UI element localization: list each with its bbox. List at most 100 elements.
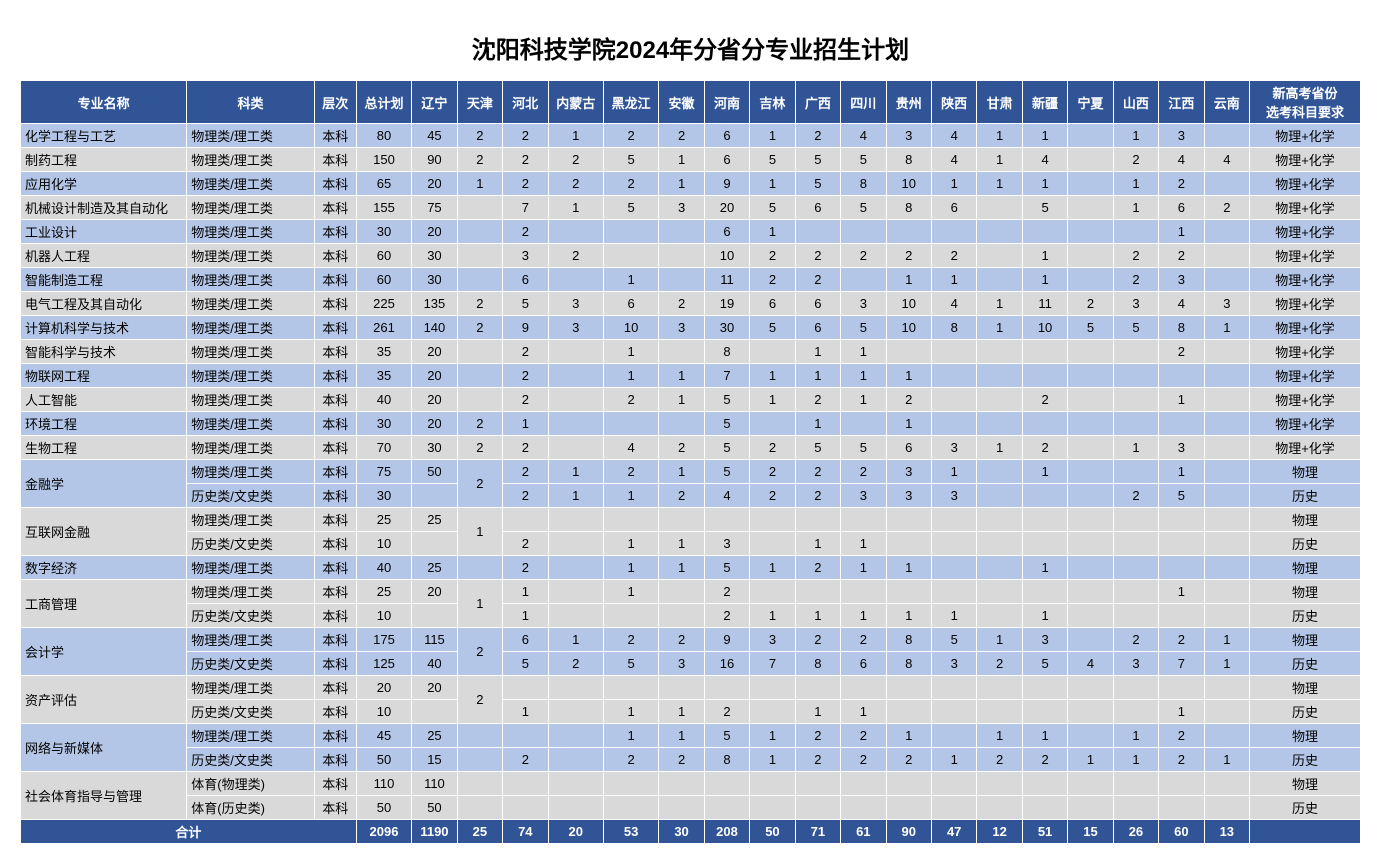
value-cell: 1 — [1159, 220, 1204, 244]
value-cell — [1204, 244, 1249, 268]
value-cell: 20 — [412, 676, 457, 700]
value-cell — [886, 580, 931, 604]
value-cell: 1 — [750, 604, 795, 628]
table-row: 机器人工程物理类/理工类本科6030321022222122物理+化学 — [21, 244, 1361, 268]
value-cell: 6 — [704, 124, 749, 148]
plan-cell: 50 — [356, 748, 411, 772]
value-cell — [412, 700, 457, 724]
value-cell: 1 — [659, 364, 704, 388]
value-cell — [977, 676, 1022, 700]
value-cell: 4 — [931, 292, 976, 316]
table-row: 历史类/文史类本科30211242233325历史 — [21, 484, 1361, 508]
value-cell: 3 — [659, 652, 704, 676]
value-cell — [977, 556, 1022, 580]
major-cell: 智能制造工程 — [21, 268, 187, 292]
value-cell — [931, 388, 976, 412]
value-cell: 6 — [886, 436, 931, 460]
value-cell: 1 — [1022, 268, 1067, 292]
value-cell — [1204, 124, 1249, 148]
value-cell: 1 — [1113, 172, 1158, 196]
value-cell — [1068, 628, 1113, 652]
requirement-cell: 历史 — [1250, 748, 1361, 772]
major-cell: 智能科学与技术 — [21, 340, 187, 364]
table-row: 历史类/文史类本科5015222812221221121历史 — [21, 748, 1361, 772]
value-cell: 2 — [503, 340, 548, 364]
value-cell — [977, 484, 1022, 508]
value-cell — [1022, 412, 1067, 436]
value-cell: 6 — [795, 316, 840, 340]
value-cell: 20 — [412, 220, 457, 244]
value-cell: 25 — [412, 508, 457, 532]
value-cell: 1 — [548, 460, 603, 484]
value-cell — [548, 508, 603, 532]
plan-cell: 70 — [356, 436, 411, 460]
value-cell: 7 — [704, 364, 749, 388]
level-cell: 本科 — [314, 340, 356, 364]
category-cell: 历史类/文史类 — [187, 652, 314, 676]
value-cell — [1068, 700, 1113, 724]
value-cell — [548, 388, 603, 412]
major-cell: 金融学 — [21, 460, 187, 508]
plan-cell: 175 — [356, 628, 411, 652]
plan-cell: 65 — [356, 172, 411, 196]
value-cell: 5 — [750, 316, 795, 340]
value-cell — [750, 412, 795, 436]
plan-cell: 110 — [356, 772, 411, 796]
major-cell: 电气工程及其自动化 — [21, 292, 187, 316]
value-cell: 3 — [704, 532, 749, 556]
value-cell: 1 — [548, 628, 603, 652]
value-cell: 8 — [795, 652, 840, 676]
value-cell: 5 — [795, 436, 840, 460]
value-cell: 1 — [1159, 388, 1204, 412]
table-row: 会计学物理类/理工类本科1751152612293228513221物理 — [21, 628, 1361, 652]
value-cell — [1068, 508, 1113, 532]
value-cell: 3 — [1159, 124, 1204, 148]
value-cell: 1 — [457, 172, 502, 196]
value-cell — [886, 676, 931, 700]
value-cell: 1 — [750, 748, 795, 772]
value-cell: 6 — [603, 292, 658, 316]
requirement-cell: 物理 — [1250, 676, 1361, 700]
total-cell: 71 — [795, 820, 840, 844]
value-cell: 3 — [1204, 292, 1249, 316]
requirement-cell: 历史 — [1250, 484, 1361, 508]
value-cell: 20 — [412, 412, 457, 436]
value-cell: 6 — [795, 292, 840, 316]
plan-cell: 10 — [356, 532, 411, 556]
value-cell — [659, 796, 704, 820]
level-cell: 本科 — [314, 604, 356, 628]
total-cell: 51 — [1022, 820, 1067, 844]
value-cell: 5 — [795, 172, 840, 196]
category-cell: 历史类/文史类 — [187, 700, 314, 724]
value-cell — [750, 700, 795, 724]
value-cell: 11 — [1022, 292, 1067, 316]
value-cell — [931, 772, 976, 796]
plan-cell: 10 — [356, 700, 411, 724]
value-cell — [1204, 532, 1249, 556]
value-cell: 2 — [548, 244, 603, 268]
value-cell: 1 — [503, 604, 548, 628]
value-cell: 1 — [1204, 316, 1249, 340]
table-row: 应用化学物理类/理工类本科65201222191581011112物理+化学 — [21, 172, 1361, 196]
col-header: 天津 — [457, 81, 502, 124]
major-cell: 计算机科学与技术 — [21, 316, 187, 340]
value-cell — [931, 580, 976, 604]
value-cell: 2 — [1159, 340, 1204, 364]
value-cell: 2 — [795, 748, 840, 772]
value-cell: 1 — [659, 148, 704, 172]
value-cell: 2 — [1022, 748, 1067, 772]
value-cell: 2 — [457, 292, 502, 316]
value-cell — [457, 748, 502, 772]
value-cell — [1204, 388, 1249, 412]
col-header: 内蒙古 — [548, 81, 603, 124]
value-cell — [603, 604, 658, 628]
value-cell: 2 — [841, 460, 886, 484]
value-cell: 2 — [659, 436, 704, 460]
col-header: 河南 — [704, 81, 749, 124]
value-cell — [1204, 268, 1249, 292]
value-cell — [1113, 532, 1158, 556]
requirement-cell: 物理+化学 — [1250, 364, 1361, 388]
value-cell: 2 — [659, 124, 704, 148]
level-cell: 本科 — [314, 484, 356, 508]
major-cell: 网络与新媒体 — [21, 724, 187, 772]
